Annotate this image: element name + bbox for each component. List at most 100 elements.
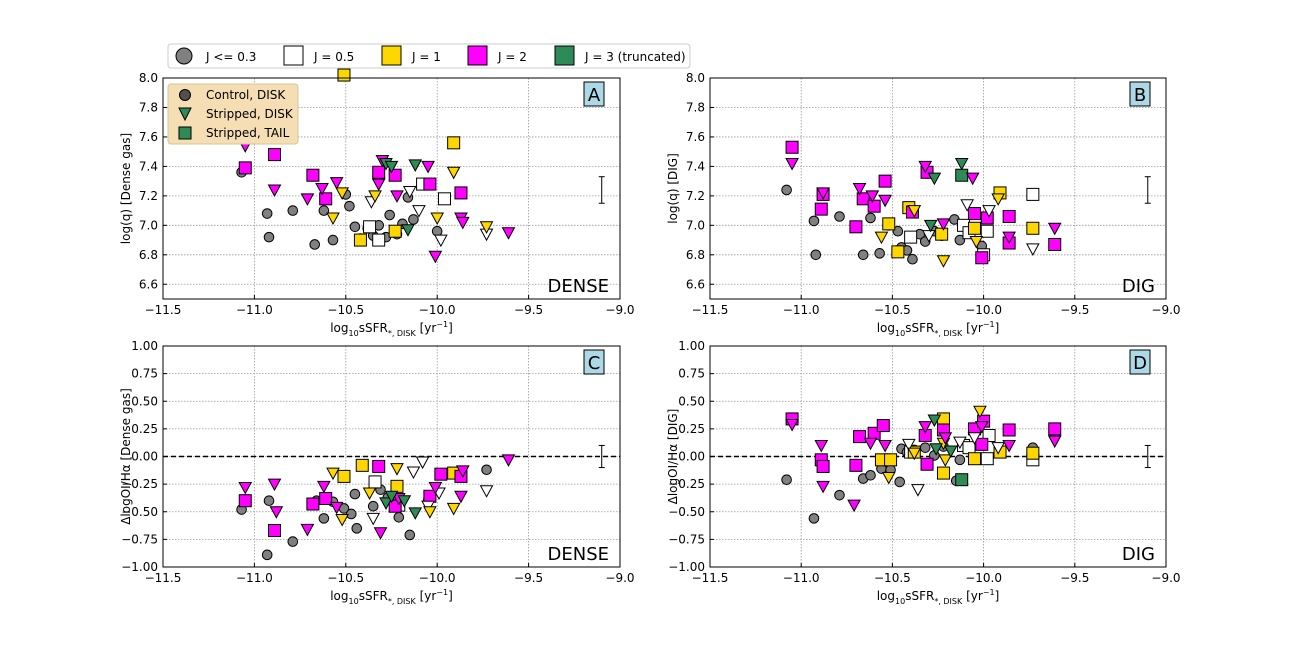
panel-b-point-triangle-yellow xyxy=(969,236,984,249)
panel-d-point-triangle-magenta xyxy=(918,421,933,434)
panel-a-error-bar xyxy=(598,176,605,204)
panel-d: −11.5 −11.0 −10.5 −10.0 −9.5 −9.0 −1.00−0.75−… xyxy=(666,339,1181,606)
panel-a-point-square-magenta xyxy=(306,168,320,182)
panel-c-point-triangle-yellow xyxy=(326,467,340,481)
panel-a-letter: A xyxy=(588,85,601,106)
panel-d-region-label: DIG xyxy=(1122,544,1155,565)
panel-a-point-square-magenta xyxy=(238,161,252,175)
top-legend-label-4: J = 3 (truncated) xyxy=(584,50,686,64)
panel-b-x-tick-labels: −11.5 −11.0 −10.5 −10.0 −9.5 −9.0 xyxy=(692,303,1181,317)
panel-b-point-triangle-magenta xyxy=(918,160,933,174)
panel-a-y-tick-label: 6.6 xyxy=(139,277,158,291)
panel-c-point-triangle-white xyxy=(406,466,421,480)
panel-d-point-square-magenta xyxy=(1002,423,1016,437)
panel-d-point-triangle-white xyxy=(991,442,1006,455)
panel-a-points xyxy=(236,68,516,264)
panel-b-point-square-magenta xyxy=(867,199,881,213)
panel-c-point-triangle-white xyxy=(366,512,381,526)
panel-a-point-triangle-yellow xyxy=(446,166,461,180)
panel-c-point-triangle-green xyxy=(384,490,399,504)
panel-d-point-square-yellow xyxy=(936,466,950,480)
panel-d-point-triangle-magenta xyxy=(974,421,989,434)
panel-a-point-circle-gray xyxy=(384,209,395,221)
panel-b-point-triangle-yellow xyxy=(991,193,1006,206)
panel-c-x-tick-label: −11.0 xyxy=(236,571,273,585)
panel-b-y-tick-label: 7.2 xyxy=(686,189,705,203)
panel-d-point-triangle-white xyxy=(911,484,925,497)
panel-d-point-square-magenta xyxy=(849,458,863,472)
panel-a-point-circle-gray xyxy=(263,231,275,243)
panel-d-x-axis-label: log10sSFR*, DISK [yr−1] xyxy=(877,588,1000,606)
panel-b-grid xyxy=(709,77,1167,299)
panel-c-x-axis-label: log10sSFR*, DISK [yr−1] xyxy=(330,588,453,606)
panel-a-point-triangle-magenta xyxy=(371,178,386,192)
panel-a-x-tick-label: −9.0 xyxy=(605,303,634,317)
panel-a-point-square-yellow xyxy=(447,136,461,150)
panel-b-point-square-magenta xyxy=(975,251,989,265)
panel-c-letter: C xyxy=(588,353,601,374)
panel-c-error-bar xyxy=(598,444,605,469)
panel-a-point-triangle-magenta xyxy=(455,216,470,230)
panel-b-point-triangle-magenta xyxy=(965,172,980,186)
panel-a-point-triangle-white xyxy=(402,185,417,199)
panel-c-point-square-magenta xyxy=(372,459,386,473)
inner-legend-label-0: Control, DISK xyxy=(206,88,286,102)
panel-c-letter-box xyxy=(583,349,605,375)
panel-d-y-tick-label: 0.25 xyxy=(678,422,705,436)
panel-b-y-tick-label: 7.8 xyxy=(686,100,705,114)
panel-a-point-triangle-white xyxy=(434,234,448,248)
top-legend-label-1: J = 0.5 xyxy=(313,50,354,64)
panel-c-x-tick-label: −9.0 xyxy=(605,571,634,585)
panel-a-x-tick-label: −9.5 xyxy=(514,303,543,317)
panel-c-point-circle-gray xyxy=(318,513,330,524)
panel-c-point-triangle-white xyxy=(415,456,430,470)
panel-c-point-square-magenta xyxy=(306,497,320,511)
panel-d-x-tick-label: −11.5 xyxy=(692,571,729,585)
panel-d-ticks xyxy=(709,345,1167,568)
inner-legend-marker-triangle xyxy=(178,107,192,122)
panel-d-point-square-white xyxy=(962,441,976,455)
top-legend-marker-magenta-square xyxy=(467,45,488,66)
panel-b-point-square-magenta xyxy=(856,192,870,206)
panel-a-frame xyxy=(162,77,621,300)
panel-c-point-square-magenta xyxy=(268,524,282,538)
panel-d-point-triangle-magenta xyxy=(1047,435,1062,449)
panel-a-point-triangle-yellow xyxy=(479,221,494,234)
panel-b-point-square-magenta xyxy=(878,174,892,188)
panel-b-point-triangle-white xyxy=(922,230,936,243)
panel-d-point-square-magenta xyxy=(975,437,989,451)
panel-c-y-tick-label: −0.50 xyxy=(121,505,158,519)
panel-b-point-triangle-magenta xyxy=(852,183,867,196)
panel-d-point-triangle-magenta xyxy=(785,418,799,432)
panel-c-x-tick-label: −10.0 xyxy=(419,571,456,585)
panel-b-point-square-magenta xyxy=(814,202,828,216)
panel-a-x-tick-labels: −11.5 −11.0 −10.5 −10.0 −9.5 −9.0 xyxy=(145,303,635,317)
panel-b-y-tick-label: 6.8 xyxy=(686,248,705,262)
panel-c-point-circle-gray xyxy=(367,500,379,512)
panel-b-point-square-white xyxy=(1026,187,1040,201)
panel-b-point-square-magenta xyxy=(1048,237,1062,251)
panel-d-point-triangle-magenta xyxy=(938,432,953,445)
panel-a-point-square-white xyxy=(438,192,452,206)
panel-d-point-triangle-yellow xyxy=(907,447,922,461)
panel-a-x-tick-label: −10.0 xyxy=(419,303,456,317)
panel-c-y-tick-label: 0.75 xyxy=(131,367,158,381)
inner-legend-label-2: Stripped, TAIL xyxy=(206,126,290,140)
panel-c-y-tick-label: 1.00 xyxy=(131,339,158,353)
panel-b-y-tick-label: 7.6 xyxy=(686,130,705,144)
panel-d-point-circle-gray xyxy=(781,474,792,486)
panel-d-y-tick-label: −1.00 xyxy=(668,560,705,574)
panel-b-point-triangle-magenta xyxy=(1002,231,1016,245)
top-legend-marker-green-square xyxy=(554,45,575,66)
panel-d-point-triangle-green xyxy=(929,443,944,456)
top-legend-marker-yellow-square xyxy=(381,45,402,66)
panel-a-point-triangle-green xyxy=(401,224,415,237)
panel-a-y-tick-label: 7.2 xyxy=(139,189,158,203)
panel-d-y-tick-label: 0.75 xyxy=(678,367,705,381)
panel-d-x-tick-label: −10.5 xyxy=(874,571,911,585)
panel-c-y-tick-label: 0.25 xyxy=(131,422,158,436)
panel-c-point-square-magenta xyxy=(434,467,448,481)
panel-d-point-square-yellow xyxy=(884,453,898,467)
panel-c-y-tick-label: −0.25 xyxy=(121,477,158,491)
panel-c-point-triangle-yellow xyxy=(335,513,349,527)
